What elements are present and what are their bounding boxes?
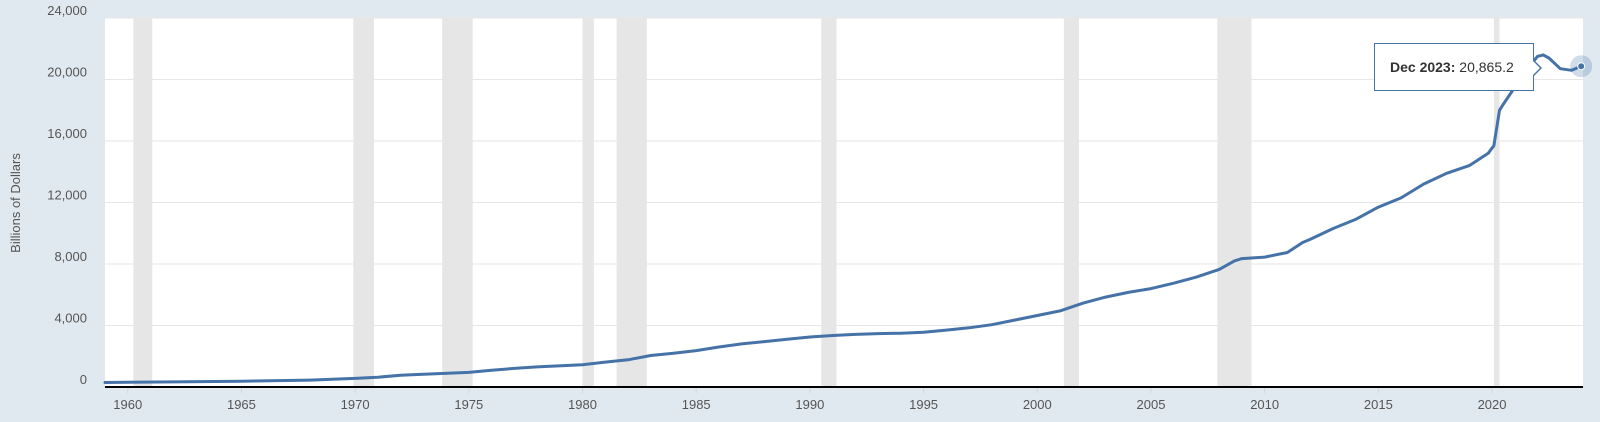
data-tooltip: Dec 2023: 20,865.2 — [1374, 43, 1542, 91]
x-tick-label-1975: 1975 — [454, 397, 483, 412]
tooltip-date: Dec 2023: — [1390, 59, 1456, 75]
x-tick-label-2010: 2010 — [1250, 397, 1279, 412]
tooltip-arrow-inner — [1532, 60, 1540, 76]
y-tick-label-20000: 20,000 — [47, 65, 87, 80]
x-tick-label-1990: 1990 — [795, 397, 824, 412]
x-tick-label-2020: 2020 — [1478, 397, 1507, 412]
hover-point[interactable] — [1577, 62, 1586, 71]
x-tick-label-1995: 1995 — [909, 397, 938, 412]
y-tick-label-16000: 16,000 — [47, 126, 87, 141]
x-tick-label-1980: 1980 — [568, 397, 597, 412]
y-axis-ticks: 0 4,000 8,000 12,000 16,000 20,000 24,000 — [47, 3, 87, 387]
y-tick-label-4000: 4,000 — [54, 311, 87, 326]
x-axis-ticks: 1960 1965 1970 1975 1980 1985 1990 1995 2000 2005… — [113, 387, 1507, 412]
x-tick-label-1960: 1960 — [113, 397, 142, 412]
x-tick-label-1985: 1985 — [682, 397, 711, 412]
tooltip-value: 20,865.2 — [1459, 59, 1514, 75]
x-tick-label-2015: 2015 — [1364, 397, 1393, 412]
x-tick-label-2000: 2000 — [1023, 397, 1052, 412]
x-tick-label-2005: 2005 — [1137, 397, 1166, 412]
series-line — [103, 53, 1583, 384]
y-axis-title: Billions of Dollars — [8, 153, 23, 253]
y-tick-label-12000: 12,000 — [47, 188, 87, 203]
y-tick-label-0: 0 — [80, 372, 87, 387]
x-tick-label-1965: 1965 — [227, 397, 256, 412]
y-tick-label-8000: 8,000 — [54, 249, 87, 264]
x-tick-label-1970: 1970 — [341, 397, 370, 412]
gridlines — [105, 17, 1583, 326]
y-tick-label-24000: 24,000 — [47, 3, 87, 18]
